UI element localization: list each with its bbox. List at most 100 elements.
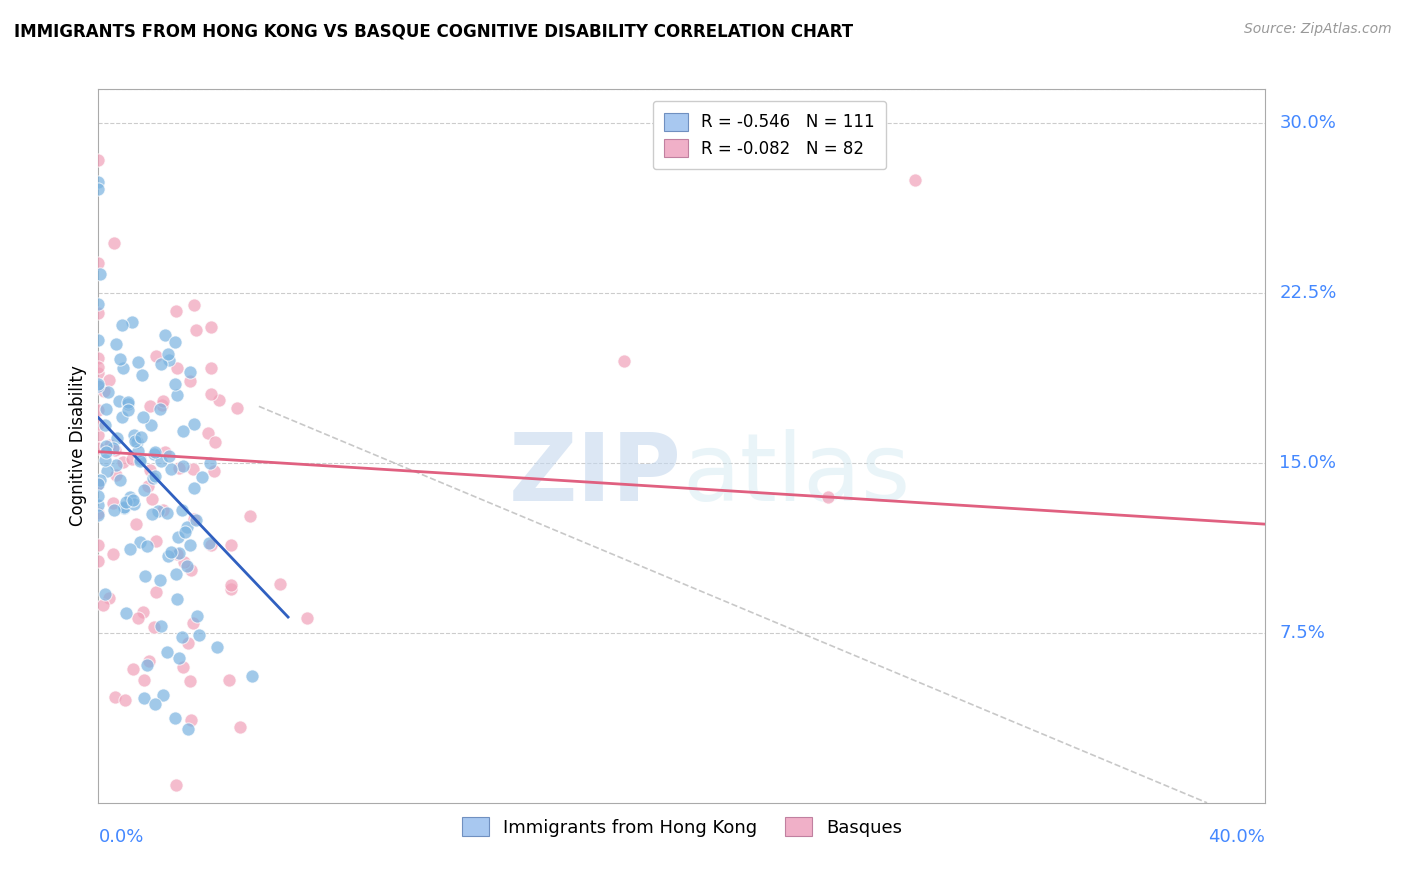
Text: 0.0%: 0.0% xyxy=(98,828,143,846)
Point xyxy=(188,628,211,642)
Point xyxy=(202,463,225,477)
Point xyxy=(87,366,110,380)
Text: 40.0%: 40.0% xyxy=(1209,828,1265,846)
Point xyxy=(172,459,194,474)
Point xyxy=(112,500,135,514)
Point xyxy=(143,697,166,711)
Point xyxy=(612,354,634,368)
Point xyxy=(146,504,169,518)
Point xyxy=(179,674,201,689)
Point xyxy=(176,558,198,573)
Point xyxy=(138,654,160,668)
Point xyxy=(165,303,187,318)
Point xyxy=(181,461,204,475)
Point xyxy=(156,549,179,564)
Point xyxy=(110,352,132,367)
Point xyxy=(107,394,129,409)
Point xyxy=(183,417,205,432)
Point xyxy=(129,454,152,468)
Point xyxy=(135,657,157,672)
Point xyxy=(94,417,117,432)
Point xyxy=(87,476,110,491)
Point xyxy=(157,347,180,361)
Point xyxy=(101,442,124,456)
Point xyxy=(87,175,110,189)
Point xyxy=(198,456,221,470)
Legend: Immigrants from Hong Kong, Basques: Immigrants from Hong Kong, Basques xyxy=(454,809,910,844)
Point xyxy=(165,377,187,392)
Point xyxy=(221,538,243,552)
Point xyxy=(89,379,111,393)
Point xyxy=(132,605,155,619)
Point xyxy=(143,468,166,483)
Point xyxy=(98,373,121,387)
Point xyxy=(105,337,128,351)
Point xyxy=(87,403,110,417)
Point xyxy=(97,384,120,399)
Point xyxy=(134,690,156,705)
Point xyxy=(111,318,134,332)
Point xyxy=(156,506,179,520)
Point xyxy=(221,578,243,592)
Point xyxy=(87,256,110,270)
Point xyxy=(240,669,263,683)
Text: Source: ZipAtlas.com: Source: ZipAtlas.com xyxy=(1244,22,1392,37)
Point xyxy=(177,636,200,650)
Point xyxy=(117,394,139,409)
Point xyxy=(129,430,152,444)
Point xyxy=(170,630,193,644)
Point xyxy=(87,476,110,491)
Point xyxy=(87,489,110,503)
Point xyxy=(167,461,190,475)
Point xyxy=(103,496,125,510)
Point xyxy=(111,361,134,376)
Point xyxy=(101,547,124,561)
Point xyxy=(166,387,188,401)
Point xyxy=(170,503,193,517)
Point xyxy=(87,442,110,456)
Point xyxy=(108,474,131,488)
Point xyxy=(94,445,117,459)
Point xyxy=(87,499,110,513)
Point xyxy=(143,447,166,461)
Point xyxy=(89,267,111,281)
Point xyxy=(183,481,205,495)
Point xyxy=(115,607,138,621)
Point xyxy=(152,394,174,409)
Point xyxy=(142,70,165,85)
Text: IMMIGRANTS FROM HONG KONG VS BASQUE COGNITIVE DISABILITY CORRELATION CHART: IMMIGRANTS FROM HONG KONG VS BASQUE COGN… xyxy=(14,22,853,40)
Text: 22.5%: 22.5% xyxy=(1279,284,1337,302)
Point xyxy=(94,402,117,417)
Point xyxy=(139,417,162,432)
Point xyxy=(87,153,110,167)
Point xyxy=(121,662,143,676)
Point xyxy=(155,444,177,458)
Point xyxy=(143,445,166,459)
Point xyxy=(87,297,110,311)
Point xyxy=(129,452,152,467)
Point xyxy=(145,534,167,549)
Point xyxy=(297,611,319,625)
Point xyxy=(118,490,141,504)
Point xyxy=(167,651,190,665)
Text: atlas: atlas xyxy=(682,428,910,521)
Point xyxy=(136,539,159,553)
Point xyxy=(156,645,179,659)
Point xyxy=(125,517,148,532)
Point xyxy=(117,402,139,417)
Point xyxy=(198,536,221,550)
Text: 7.5%: 7.5% xyxy=(1279,624,1326,642)
Point xyxy=(96,439,118,453)
Point xyxy=(200,320,222,334)
Point xyxy=(145,584,167,599)
Point xyxy=(179,537,201,551)
Point xyxy=(134,569,156,583)
Point xyxy=(87,508,110,522)
Y-axis label: Cognitive Disability: Cognitive Disability xyxy=(69,366,87,526)
Point xyxy=(114,692,136,706)
Point xyxy=(87,417,110,431)
Text: 15.0%: 15.0% xyxy=(1279,454,1336,472)
Point xyxy=(219,582,242,596)
Point xyxy=(94,452,117,467)
Point xyxy=(89,473,111,487)
